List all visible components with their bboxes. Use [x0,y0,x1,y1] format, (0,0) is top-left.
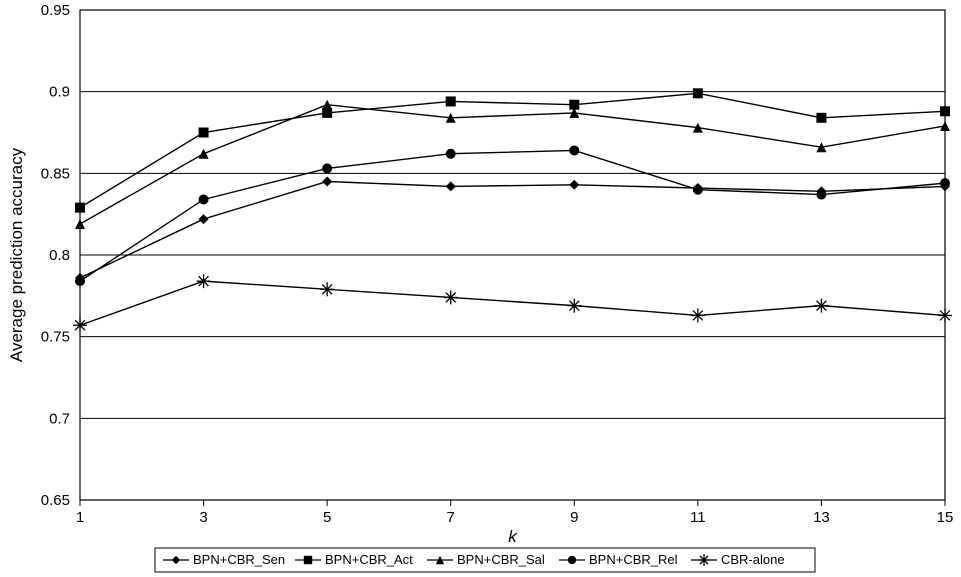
svg-text:BPN+CBR_Sen: BPN+CBR_Sen [193,552,285,567]
svg-text:11: 11 [690,509,706,526]
svg-text:0.65: 0.65 [41,492,70,509]
svg-text:15: 15 [937,509,954,526]
svg-text:0.8: 0.8 [49,247,70,264]
svg-text:13: 13 [813,509,830,526]
svg-text:7: 7 [447,509,455,526]
svg-text:0.85: 0.85 [41,165,70,182]
svg-text:1: 1 [76,509,84,526]
chart-container: 0.650.70.750.80.850.90.9513579111315Aver… [0,0,961,577]
svg-text:0.7: 0.7 [49,410,70,427]
svg-text:0.95: 0.95 [41,2,70,19]
svg-text:CBR-alone: CBR-alone [721,552,785,567]
svg-text:BPN+CBR_Act: BPN+CBR_Act [325,552,413,567]
svg-text:3: 3 [199,509,207,526]
svg-text:5: 5 [323,509,331,526]
svg-text:BPN+CBR_Sal: BPN+CBR_Sal [457,552,545,567]
line-chart: 0.650.70.750.80.850.90.9513579111315Aver… [0,0,961,577]
svg-text:0.75: 0.75 [41,329,70,346]
svg-text:Average prediction accuracy: Average prediction accuracy [7,147,26,362]
svg-text:0.9: 0.9 [49,84,70,101]
svg-text:9: 9 [570,509,578,526]
svg-text:BPN+CBR_Rel: BPN+CBR_Rel [589,552,678,567]
